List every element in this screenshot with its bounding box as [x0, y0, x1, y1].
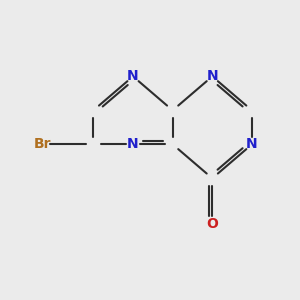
Text: N: N	[246, 137, 258, 151]
Text: N: N	[127, 69, 139, 83]
Text: N: N	[127, 137, 139, 151]
Text: O: O	[206, 217, 218, 231]
Text: N: N	[206, 69, 218, 83]
Text: Br: Br	[34, 137, 51, 151]
